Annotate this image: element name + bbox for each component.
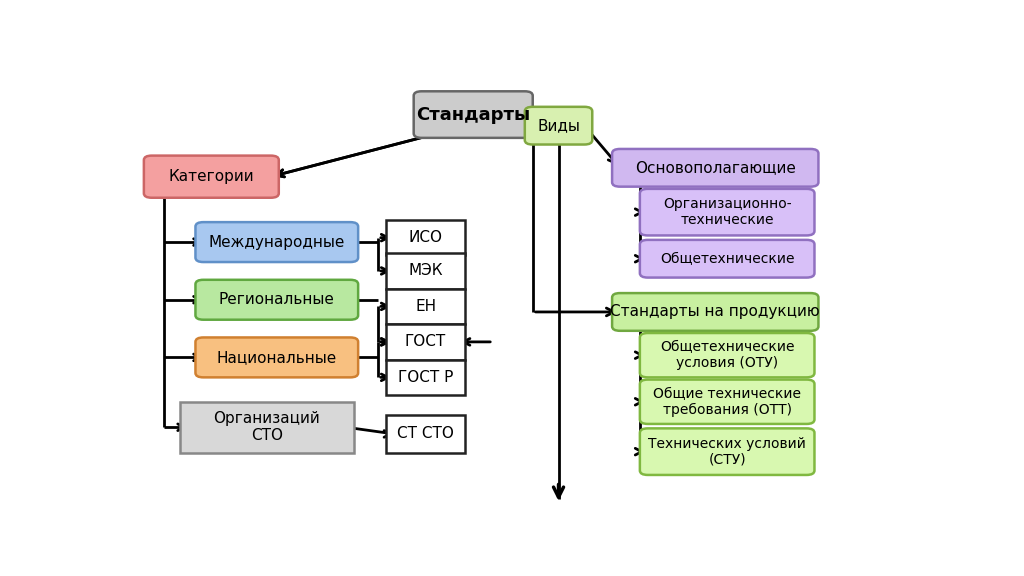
Text: ЕН: ЕН bbox=[415, 299, 436, 314]
FancyBboxPatch shape bbox=[612, 293, 818, 331]
Text: ГОСТ Р: ГОСТ Р bbox=[398, 370, 454, 385]
FancyBboxPatch shape bbox=[640, 189, 814, 236]
FancyBboxPatch shape bbox=[640, 429, 814, 475]
FancyBboxPatch shape bbox=[386, 220, 465, 255]
FancyBboxPatch shape bbox=[143, 156, 279, 198]
Text: Виды: Виды bbox=[538, 118, 580, 133]
Text: Основополагающие: Основополагающие bbox=[635, 160, 796, 175]
FancyBboxPatch shape bbox=[386, 289, 465, 324]
FancyBboxPatch shape bbox=[386, 253, 465, 289]
FancyBboxPatch shape bbox=[196, 280, 358, 320]
FancyBboxPatch shape bbox=[640, 240, 814, 278]
Text: Организационно-
технические: Организационно- технические bbox=[663, 197, 792, 228]
FancyBboxPatch shape bbox=[640, 380, 814, 424]
Text: Организаций
СТО: Организаций СТО bbox=[214, 411, 321, 444]
Text: Категории: Категории bbox=[169, 169, 254, 184]
Text: Общетехнические
условия (ОТУ): Общетехнические условия (ОТУ) bbox=[659, 340, 795, 370]
Text: Технических условий
(СТУ): Технических условий (СТУ) bbox=[648, 437, 806, 467]
Text: Стандарты: Стандарты bbox=[416, 105, 530, 124]
FancyBboxPatch shape bbox=[196, 222, 358, 262]
Text: Стандарты на продукцию: Стандарты на продукцию bbox=[610, 305, 820, 320]
FancyBboxPatch shape bbox=[386, 359, 465, 395]
Text: СТ СТО: СТ СТО bbox=[397, 426, 454, 441]
FancyBboxPatch shape bbox=[612, 149, 818, 187]
Text: Общетехнические: Общетехнические bbox=[659, 252, 795, 266]
Text: ИСО: ИСО bbox=[409, 230, 442, 245]
Text: Региональные: Региональные bbox=[219, 292, 335, 307]
Text: Национальные: Национальные bbox=[217, 350, 337, 365]
FancyBboxPatch shape bbox=[640, 333, 814, 377]
FancyBboxPatch shape bbox=[179, 402, 354, 453]
Text: Общие технические
требования (ОТТ): Общие технические требования (ОТТ) bbox=[653, 386, 801, 417]
Text: МЭК: МЭК bbox=[409, 263, 442, 278]
FancyBboxPatch shape bbox=[386, 324, 465, 359]
Text: ГОСТ: ГОСТ bbox=[404, 335, 446, 350]
FancyBboxPatch shape bbox=[386, 415, 465, 453]
FancyBboxPatch shape bbox=[524, 107, 592, 145]
FancyBboxPatch shape bbox=[196, 338, 358, 377]
FancyBboxPatch shape bbox=[414, 92, 532, 138]
Text: Международные: Международные bbox=[209, 234, 345, 249]
